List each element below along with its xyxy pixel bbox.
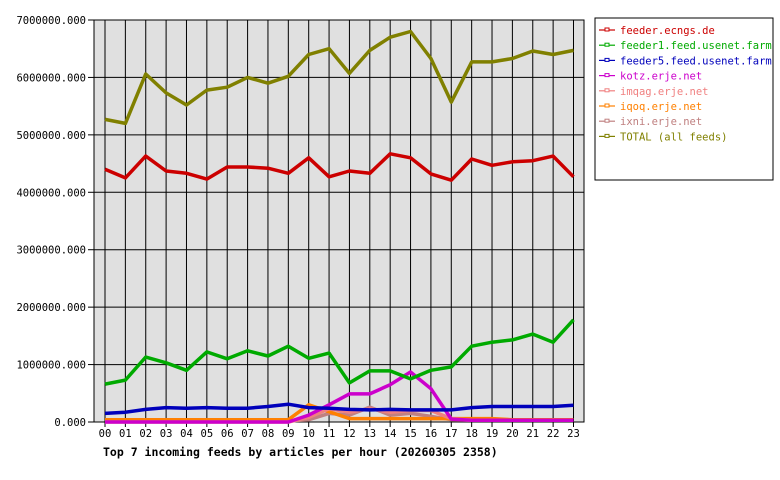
legend-entry: feeder5.feed.usenet.farm — [620, 55, 772, 67]
x-tick-label: 04 — [180, 428, 193, 440]
y-axis: 0.000 1000000.000 2000000.000 3000000.000 40… — [16, 15, 94, 429]
x-tick-label: 00 — [99, 428, 112, 440]
x-axis: 00 01 02 03 04 05 06 07 08 09 10 11 12 13 14 15 16 17 18 19… — [99, 422, 580, 440]
series-line — [105, 370, 574, 424]
x-tick-label: 07 — [241, 428, 254, 440]
x-tick-label: 21 — [526, 428, 539, 440]
legend-entry: kotz.erje.net — [620, 71, 702, 83]
legend: feeder.ecngs.de feeder1.feed.usenet.farm f… — [594, 17, 774, 181]
y-tick-label: 3000000.000 — [16, 245, 86, 257]
x-tick-label: 20 — [506, 428, 519, 440]
legend-marker-icon — [604, 103, 610, 108]
x-tick-label: 03 — [160, 428, 173, 440]
series-line — [104, 402, 574, 416]
legend-entry: ixni.erje.net — [620, 116, 702, 128]
y-tick-label: 1000000.000 — [16, 360, 86, 372]
legend-marker-icon — [604, 27, 610, 32]
legend-marker-icon — [604, 133, 610, 138]
legend-marker-icon — [604, 73, 610, 78]
x-tick-label: 19 — [486, 428, 499, 440]
legend-entry: feeder.ecngs.de — [620, 25, 715, 37]
legend-marker-icon — [604, 57, 610, 62]
series-line — [104, 29, 574, 126]
plot-area — [93, 19, 585, 423]
x-tick-label: 15 — [404, 428, 417, 440]
x-tick-label: 05 — [201, 428, 214, 440]
x-tick-label: 09 — [282, 428, 295, 440]
legend-marker-icon — [604, 88, 610, 93]
x-tick-label: 08 — [262, 428, 275, 440]
x-tick-label: 02 — [139, 428, 152, 440]
legend-entry: imqag.erje.net — [620, 86, 709, 98]
y-tick-label: 0.000 — [54, 417, 86, 429]
y-tick-label: 4000000.000 — [16, 187, 86, 199]
y-tick-label: 7000000.000 — [16, 15, 86, 27]
legend-entry: feeder1.feed.usenet.farm — [620, 40, 772, 52]
y-tick-label: 5000000.000 — [16, 130, 86, 142]
x-tick-label: 11 — [323, 428, 336, 440]
series-lines — [104, 29, 575, 424]
x-tick-label: 10 — [302, 428, 315, 440]
legend-entry: iqoq.erje.net — [620, 101, 702, 113]
x-tick-label: 16 — [425, 428, 438, 440]
series-line — [104, 152, 575, 182]
legend-marker-icon — [604, 118, 610, 123]
legend-marker-icon — [604, 42, 610, 47]
legend-entry: TOTAL (all feeds) — [620, 131, 727, 143]
x-tick-label: 23 — [567, 428, 580, 440]
y-tick-label: 6000000.000 — [16, 72, 86, 84]
x-tick-label: 14 — [384, 428, 397, 440]
x-tick-label: 13 — [363, 428, 376, 440]
series-line — [104, 318, 575, 386]
x-tick-label: 01 — [119, 428, 132, 440]
x-tick-label: 22 — [547, 428, 560, 440]
chart-title: Top 7 incoming feeds by articles per hou… — [103, 445, 498, 459]
y-tick-label: 2000000.000 — [16, 302, 86, 314]
x-tick-label: 06 — [221, 428, 234, 440]
x-tick-label: 18 — [465, 428, 478, 440]
x-tick-label: 12 — [343, 428, 356, 440]
x-tick-label: 17 — [445, 428, 458, 440]
